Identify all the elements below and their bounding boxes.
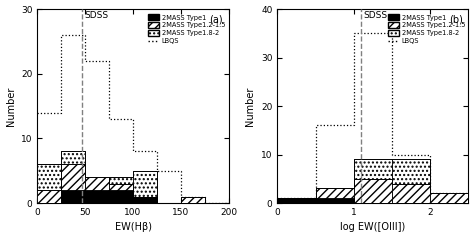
Bar	[354, 179, 392, 203]
Bar	[133, 197, 157, 203]
Bar	[109, 184, 133, 203]
Y-axis label: Number: Number	[6, 86, 16, 126]
Bar	[316, 188, 354, 203]
Bar	[277, 198, 316, 203]
Legend: 2MASS Type1, 2MASS Type1.2-1.5, 2MASS Type1.8-2, LBQS: 2MASS Type1, 2MASS Type1.2-1.5, 2MASS Ty…	[387, 13, 466, 46]
X-axis label: log EW([OIII]): log EW([OIII])	[340, 223, 406, 233]
Bar	[109, 177, 133, 203]
Bar	[85, 177, 109, 203]
Text: SDSS: SDSS	[364, 11, 387, 20]
Bar	[85, 184, 109, 203]
Bar	[61, 164, 85, 203]
Bar	[277, 198, 316, 203]
Text: SDSS: SDSS	[84, 11, 109, 20]
Legend: 2MASS Type1, 2MASS Type1.2-1.5, 2MASS Type1.8-2, LBQS: 2MASS Type1, 2MASS Type1.2-1.5, 2MASS Ty…	[147, 13, 227, 46]
Bar	[61, 151, 85, 203]
Y-axis label: Number: Number	[246, 86, 255, 126]
Bar	[37, 190, 61, 203]
Bar	[392, 159, 430, 203]
Text: (a): (a)	[209, 15, 223, 25]
Bar	[316, 188, 354, 203]
Text: (b): (b)	[449, 15, 463, 25]
Bar	[61, 190, 85, 203]
X-axis label: EW(Hβ): EW(Hβ)	[115, 223, 152, 233]
Bar	[133, 171, 157, 203]
Bar	[181, 197, 205, 203]
Bar	[133, 197, 157, 203]
Bar	[392, 184, 430, 203]
Bar	[109, 190, 133, 203]
Bar	[430, 193, 468, 203]
Bar	[354, 159, 392, 203]
Bar	[316, 198, 354, 203]
Bar	[37, 164, 61, 203]
Bar	[85, 190, 109, 203]
Bar	[430, 193, 468, 203]
